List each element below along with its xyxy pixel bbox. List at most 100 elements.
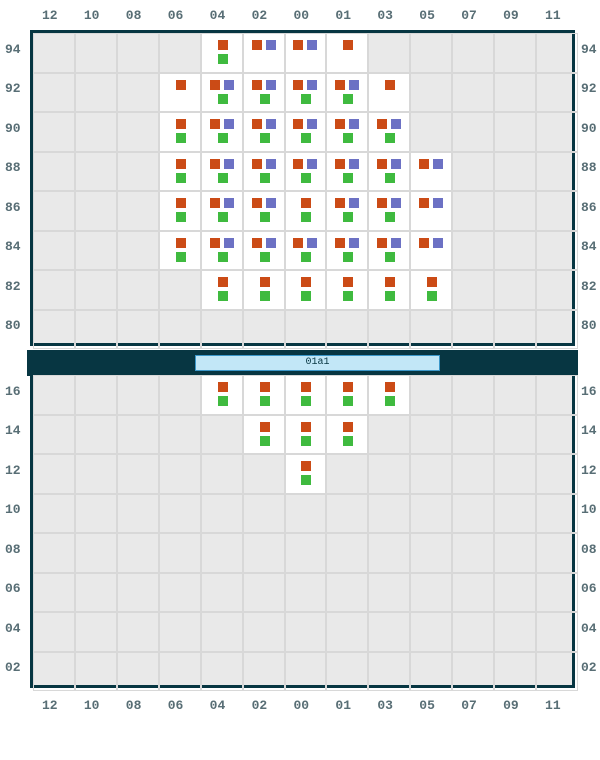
marker-green <box>343 436 353 446</box>
marker-red <box>252 238 262 248</box>
cell-active[interactable] <box>285 73 327 113</box>
cell-empty <box>494 494 536 534</box>
cell-active[interactable] <box>159 73 201 113</box>
cell-active[interactable] <box>159 152 201 192</box>
cell-active[interactable] <box>326 33 368 73</box>
cell-active[interactable] <box>159 191 201 231</box>
marker-green <box>301 475 311 485</box>
cell-active[interactable] <box>326 191 368 231</box>
cell-active[interactable] <box>285 454 327 494</box>
cell-active[interactable] <box>285 112 327 152</box>
cell-active[interactable] <box>410 191 452 231</box>
cell-empty <box>326 310 368 350</box>
cell-empty <box>201 533 243 573</box>
marker-red <box>419 159 429 169</box>
cell-active[interactable] <box>368 112 410 152</box>
cell-active[interactable] <box>368 191 410 231</box>
col-label: 02 <box>252 8 268 23</box>
cell-empty <box>410 33 452 73</box>
cell-active[interactable] <box>368 152 410 192</box>
col-label: 04 <box>210 698 226 713</box>
col-label: 12 <box>42 698 58 713</box>
marker-red <box>377 159 387 169</box>
cell-active[interactable] <box>243 73 285 113</box>
cell-active[interactable] <box>285 375 327 415</box>
cell-active[interactable] <box>285 415 327 455</box>
cell-empty <box>326 652 368 692</box>
col-label: 03 <box>377 8 393 23</box>
cell-active[interactable] <box>326 231 368 271</box>
cell-empty <box>75 270 117 310</box>
cell-empty <box>243 494 285 534</box>
marker-purple <box>391 119 401 129</box>
marker-red <box>419 238 429 248</box>
marker-red <box>210 198 220 208</box>
cell-active[interactable] <box>201 231 243 271</box>
cell-active[interactable] <box>285 33 327 73</box>
cell-active[interactable] <box>243 375 285 415</box>
cell-empty <box>536 231 578 271</box>
marker-red <box>293 40 303 50</box>
cell-active[interactable] <box>285 191 327 231</box>
cell-empty <box>494 375 536 415</box>
cell-active[interactable] <box>201 270 243 310</box>
cell-empty <box>452 612 494 652</box>
cell-active[interactable] <box>368 231 410 271</box>
cell-empty <box>536 612 578 652</box>
marker-green <box>260 94 270 104</box>
marker-purple <box>266 238 276 248</box>
row-label-left: 80 <box>5 318 21 333</box>
row-label-left: 14 <box>5 423 21 438</box>
cell-active[interactable] <box>326 270 368 310</box>
cell-active[interactable] <box>285 231 327 271</box>
cell-empty <box>243 573 285 613</box>
cell-active[interactable] <box>326 375 368 415</box>
cell-empty <box>243 533 285 573</box>
cell-active[interactable] <box>201 112 243 152</box>
cell-active[interactable] <box>159 112 201 152</box>
cell-active[interactable] <box>410 270 452 310</box>
cell-active[interactable] <box>201 33 243 73</box>
cell-empty <box>75 310 117 350</box>
cell-active[interactable] <box>368 73 410 113</box>
cell-active[interactable] <box>159 231 201 271</box>
cell-active[interactable] <box>243 270 285 310</box>
marker-green <box>218 133 228 143</box>
cell-empty <box>33 454 75 494</box>
cell-active[interactable] <box>410 231 452 271</box>
cell-empty <box>494 33 536 73</box>
cell-active[interactable] <box>201 191 243 231</box>
cell-active[interactable] <box>326 73 368 113</box>
cell-empty <box>326 494 368 534</box>
cell-empty <box>410 375 452 415</box>
cell-active[interactable] <box>243 191 285 231</box>
cell-active[interactable] <box>368 270 410 310</box>
marker-red <box>301 461 311 471</box>
marker-green <box>427 291 437 301</box>
row-label-left: 04 <box>5 621 21 636</box>
cell-active[interactable] <box>368 375 410 415</box>
cell-empty <box>452 112 494 152</box>
rack-label-pill[interactable]: 01a1 <box>195 355 440 371</box>
cell-active[interactable] <box>285 152 327 192</box>
cell-active[interactable] <box>410 152 452 192</box>
cell-active[interactable] <box>326 112 368 152</box>
cell-active[interactable] <box>243 33 285 73</box>
cell-empty <box>33 652 75 692</box>
cell-empty <box>536 494 578 534</box>
col-label: 10 <box>84 698 100 713</box>
cell-active[interactable] <box>243 152 285 192</box>
cell-empty <box>410 612 452 652</box>
cell-empty <box>159 573 201 613</box>
cell-active[interactable] <box>201 375 243 415</box>
cell-active[interactable] <box>201 73 243 113</box>
cell-active[interactable] <box>201 152 243 192</box>
cell-active[interactable] <box>243 415 285 455</box>
marker-purple <box>391 159 401 169</box>
cell-active[interactable] <box>285 270 327 310</box>
cell-active[interactable] <box>243 112 285 152</box>
cell-active[interactable] <box>243 231 285 271</box>
cell-active[interactable] <box>326 152 368 192</box>
cell-empty <box>117 310 159 350</box>
cell-active[interactable] <box>326 415 368 455</box>
